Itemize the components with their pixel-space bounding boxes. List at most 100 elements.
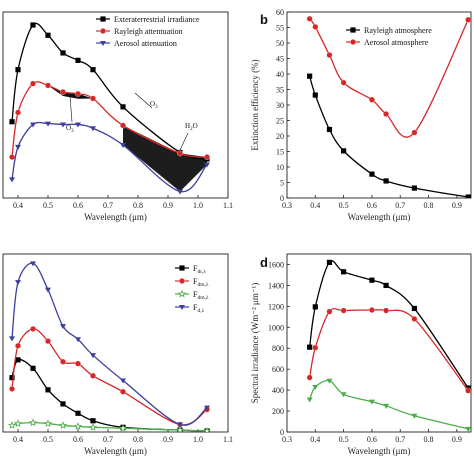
x-tick-label: 0.6 [367, 435, 377, 444]
series-3 [306, 378, 471, 432]
x-tick-label: 0.7 [395, 201, 405, 210]
series-4 [9, 261, 210, 428]
data-point [411, 185, 417, 191]
y-tick-label: 50 [276, 39, 284, 48]
legend-label: Aerosol atmosphere [364, 38, 429, 47]
series-line [309, 260, 469, 389]
data-point [341, 269, 347, 275]
x-tick-label: 0.9 [452, 435, 462, 444]
x-tick-label: 0.8 [424, 201, 434, 210]
data-point [383, 111, 390, 117]
data-point [120, 104, 126, 110]
series-2 [9, 80, 210, 161]
data-point [340, 392, 347, 398]
legend-label: Rayleigh attentuation [114, 27, 183, 36]
legend-marker [177, 289, 187, 298]
data-point [30, 261, 36, 267]
data-point [45, 82, 51, 89]
x-tick-label: 1.0 [193, 201, 203, 210]
series-1 [307, 73, 471, 198]
x-tick-label: 0.7 [103, 435, 113, 444]
chart-panel-1: 0.4 0.5 0.6 0.7 0.8 0.9 1.0 1.1 Wavelength (μm) O… [2, 11, 233, 222]
data-point [90, 95, 96, 102]
x-tick-label: 0.7 [103, 201, 113, 210]
y-tick-label: 400 [272, 386, 284, 395]
legend-marker [350, 27, 356, 33]
legend-marker [179, 278, 185, 284]
y-tick-label: 1400 [268, 281, 284, 290]
chart-panel-4: 0.3 0.4 0.5 0.6 0.7 0.8 0.9 0 200 400 600 800 1000 12… [250, 253, 472, 456]
data-point [28, 418, 38, 427]
data-point [326, 378, 333, 384]
panel-letter: b [260, 12, 268, 27]
data-point [30, 365, 36, 371]
chart-panel-2: 0.3 0.4 0.5 0.6 0.7 0.8 0.9 0 5 10 15 20 25 30 35 40 45 5… [250, 8, 472, 222]
annotation-arrow [134, 92, 153, 109]
data-point [118, 423, 128, 432]
y-tick-label: 600 [272, 365, 284, 374]
legend-label: Fdm,λ [193, 277, 209, 288]
series-3 [9, 121, 210, 195]
data-point [326, 126, 333, 133]
data-point [58, 421, 68, 429]
y-tick-label: 55 [276, 24, 284, 33]
series-line [11, 262, 208, 426]
x-tick-label: 0.5 [43, 435, 53, 444]
x-tick-label: 0.6 [367, 201, 377, 210]
data-point [383, 178, 389, 184]
data-point [340, 79, 347, 86]
data-point [204, 162, 210, 168]
y-tick-label: 0 [280, 428, 284, 437]
x-axis-label: Wavelength (μm) [348, 212, 411, 222]
legend-label: Fd,λ [193, 303, 205, 314]
data-point [465, 194, 471, 198]
x-tick-label: 0.5 [339, 201, 349, 210]
y-tick-label: 40 [276, 70, 284, 79]
data-point [15, 342, 21, 349]
legend-marker [100, 41, 106, 46]
chart-panel-3: 0.4 0.5 0.6 0.7 0.8 0.9 1.0 1.1 Wavelength (μm) F… [2, 253, 233, 456]
data-point [90, 353, 96, 359]
y-tick-label: 800 [272, 344, 284, 353]
data-point [411, 413, 418, 419]
x-tick-label: 0.8 [424, 435, 434, 444]
x-tick-label: 0.9 [452, 201, 462, 210]
data-point [368, 96, 375, 103]
data-point [75, 360, 81, 367]
data-point [326, 52, 333, 59]
x-tick-label: 0.7 [395, 435, 405, 444]
x-tick-label: 0.4 [310, 201, 320, 210]
series-line [11, 421, 208, 432]
series-line [11, 121, 208, 193]
data-point [73, 422, 83, 430]
plot-frame [286, 253, 472, 433]
data-point [411, 129, 418, 136]
legend: Exteraterrestrial irradiance Rayleigh att… [96, 15, 200, 48]
series-line [309, 18, 469, 138]
data-point [7, 421, 17, 429]
data-point [120, 122, 126, 129]
y-tick-label: 1600 [268, 260, 284, 269]
y-tick-label: 10 [276, 163, 284, 172]
x-tick-label: 0.5 [339, 435, 349, 444]
data-point [30, 80, 36, 87]
series-3 [7, 418, 212, 432]
data-point [177, 150, 183, 157]
data-point [60, 89, 66, 95]
data-point [383, 403, 390, 409]
data-point [88, 423, 98, 431]
data-point [75, 122, 81, 128]
x-tick-label: 1.1 [223, 201, 233, 210]
data-point [75, 337, 81, 343]
series-line [11, 81, 208, 158]
data-point [75, 90, 81, 97]
data-point [465, 16, 471, 23]
data-point [368, 307, 375, 313]
data-point [60, 358, 66, 365]
y-tick-label: 30 [276, 101, 284, 110]
data-point [306, 397, 313, 403]
panel-letter: d [260, 255, 268, 270]
data-point [411, 305, 417, 312]
series-1 [307, 259, 471, 391]
legend-marker [179, 265, 185, 271]
